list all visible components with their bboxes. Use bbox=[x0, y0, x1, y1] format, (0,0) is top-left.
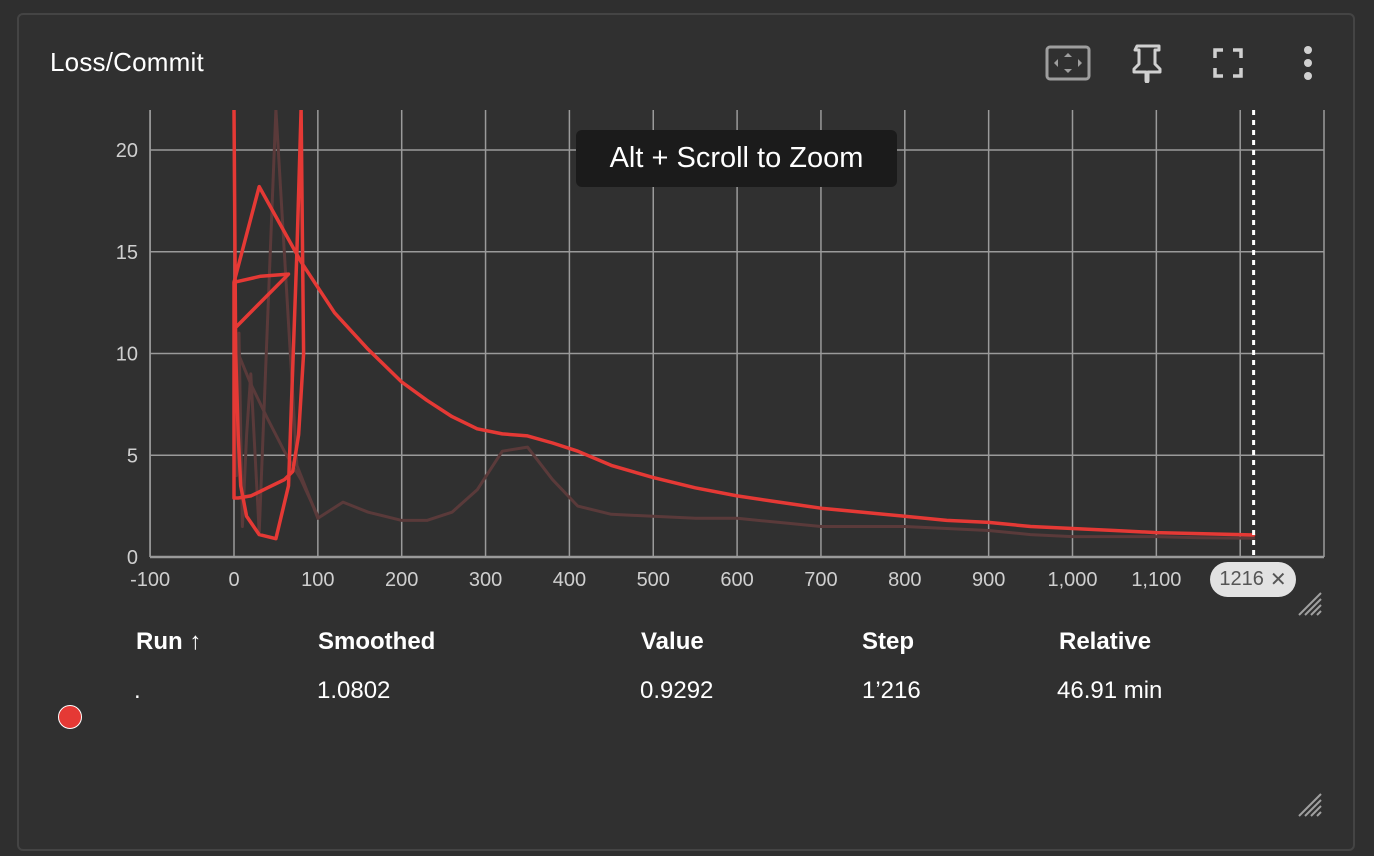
pin-icon bbox=[1132, 44, 1162, 83]
step-cursor-label: 1216 bbox=[1219, 568, 1264, 590]
series-line-raw bbox=[232, 341, 320, 518]
close-icon[interactable]: ✕ bbox=[1269, 569, 1287, 591]
x-tick-label: 500 bbox=[637, 569, 670, 591]
card-title: Loss/Commit bbox=[50, 47, 204, 77]
x-tick-label: 400 bbox=[553, 569, 586, 591]
column-header-relative[interactable]: Relative bbox=[1059, 628, 1152, 655]
column-header-smoothed[interactable]: Smoothed bbox=[318, 628, 436, 655]
x-tick-label: 300 bbox=[469, 569, 502, 591]
x-tick-label: 1,000 bbox=[1047, 569, 1097, 591]
more-options-button[interactable] bbox=[1284, 40, 1332, 86]
value-cell: 0.9292 bbox=[640, 677, 714, 704]
smoothed-value-cell: 1.0802 bbox=[317, 677, 391, 704]
y-axis: 0 5 10 15 20 bbox=[116, 140, 138, 569]
fit-domain-button[interactable] bbox=[1044, 40, 1092, 86]
step-cursor-chip[interactable]: 1216 ✕ bbox=[1210, 562, 1296, 597]
resize-handle-icon[interactable] bbox=[1297, 591, 1323, 617]
y-tick-label: 0 bbox=[127, 547, 138, 569]
series-line-smoothed bbox=[232, 110, 1256, 541]
pin-button[interactable] bbox=[1124, 40, 1172, 86]
x-tick-label: 600 bbox=[720, 569, 753, 591]
zoom-hint-tooltip: Alt + Scroll to Zoom bbox=[576, 130, 897, 187]
x-tick-label: 100 bbox=[301, 569, 334, 591]
column-header-value[interactable]: Value bbox=[641, 628, 704, 655]
run-name-cell: . bbox=[134, 677, 141, 704]
x-axis: -100 0 100 200 300 400 500 600 700 800 900 1,000 1,1… bbox=[130, 569, 1265, 591]
fullscreen-button[interactable] bbox=[1204, 40, 1252, 86]
fit-domain-icon bbox=[1045, 45, 1091, 81]
run-color-swatch[interactable] bbox=[58, 705, 82, 729]
fullscreen-icon bbox=[1213, 48, 1243, 78]
x-tick-label: 200 bbox=[385, 569, 418, 591]
y-tick-label: 5 bbox=[127, 445, 138, 467]
x-tick-label: 900 bbox=[972, 569, 1005, 591]
relative-time-cell: 46.91 min bbox=[1057, 677, 1163, 704]
resize-handle-icon[interactable] bbox=[1297, 792, 1323, 818]
y-tick-label: 15 bbox=[116, 242, 138, 264]
x-tick-label: 1,100 bbox=[1131, 569, 1181, 591]
x-tick-label: -100 bbox=[130, 569, 170, 591]
more-vert-icon bbox=[1304, 46, 1312, 80]
x-tick-label: 700 bbox=[804, 569, 837, 591]
step-cell: 1’216 bbox=[862, 677, 921, 704]
series-group bbox=[232, 110, 1256, 541]
column-header-step[interactable]: Step bbox=[862, 628, 915, 655]
x-tick-label: 0 bbox=[228, 569, 239, 591]
y-tick-label: 10 bbox=[116, 344, 138, 366]
column-header-run[interactable]: Run ↑ bbox=[136, 628, 202, 655]
x-tick-label: 800 bbox=[888, 569, 921, 591]
y-tick-label: 20 bbox=[116, 140, 138, 162]
